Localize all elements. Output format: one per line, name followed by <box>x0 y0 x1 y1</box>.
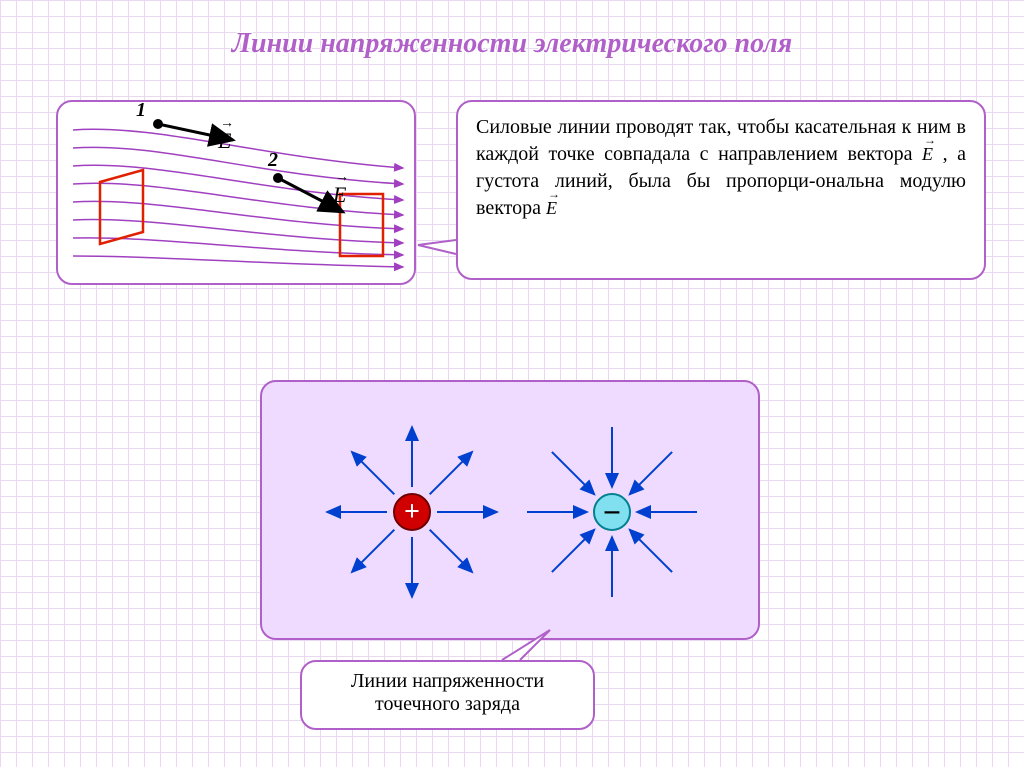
caption-line-2: точечного заряда <box>302 693 593 716</box>
e-vector-label-1: E <box>218 128 231 154</box>
svg-text:1: 1 <box>136 102 146 121</box>
caption-line-1: Линии напряженности <box>302 670 593 693</box>
description-panel: Силовые линии проводят так, чтобы касате… <box>456 100 986 280</box>
page-title: Линии напряженности электрического поля <box>0 28 1024 60</box>
e-vector-inline-2: E <box>546 196 557 220</box>
charges-panel: + − <box>260 380 760 640</box>
description-text-1: Силовые линии проводят так, чтобы касате… <box>476 116 966 165</box>
svg-text:−: − <box>603 494 621 530</box>
fieldlines-panel: 1 2 E E <box>56 100 416 285</box>
charges-svg: + − <box>262 382 762 642</box>
e-vector-inline-1: E <box>922 142 933 166</box>
svg-text:2: 2 <box>267 149 278 171</box>
caption-panel: Линии напряженности точечного заряда <box>300 660 595 730</box>
fieldlines-svg: 1 2 <box>58 102 418 287</box>
svg-text:+: + <box>404 497 420 528</box>
e-vector-label-2: E <box>333 182 346 208</box>
